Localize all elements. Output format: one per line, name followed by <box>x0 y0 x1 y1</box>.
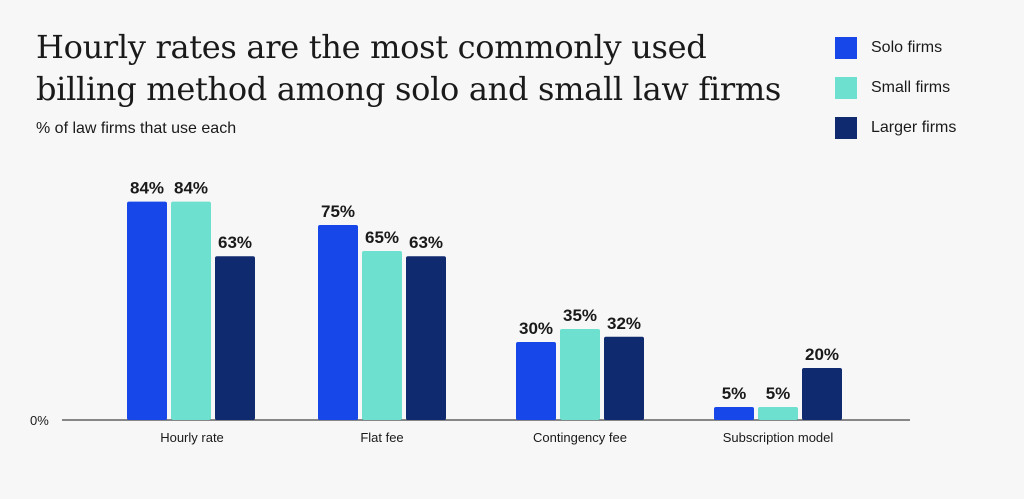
y-axis-zero-label: 0% <box>30 413 49 428</box>
chart-title-line-2: billing method among solo and small law … <box>36 70 782 108</box>
bar-hourly-rate-solo-firms <box>127 201 167 420</box>
category-label-hourly-rate: Hourly rate <box>160 430 224 445</box>
chart-title-line-1: Hourly rates are the most commonly used <box>36 28 707 66</box>
legend-label-larger-firms: Larger firms <box>871 119 957 136</box>
chart-subtitle: % of law firms that use each <box>36 120 237 137</box>
data-label-subscription-model-solo-firms: 5% <box>722 384 747 403</box>
bar-hourly-rate-larger-firms <box>215 256 255 420</box>
data-label-contingency-fee-small-firms: 35% <box>563 306 597 325</box>
data-label-hourly-rate-larger-firms: 63% <box>218 233 252 252</box>
data-label-hourly-rate-solo-firms: 84% <box>130 179 164 198</box>
data-label-contingency-fee-solo-firms: 30% <box>519 319 553 338</box>
data-label-contingency-fee-larger-firms: 32% <box>607 314 641 333</box>
chart-title: Hourly rates are the most commonly used … <box>36 26 796 110</box>
legend-item-larger-firms: Larger firms <box>835 116 956 140</box>
data-label-flat-fee-larger-firms: 63% <box>409 233 443 252</box>
legend-label-solo-firms: Solo firms <box>871 39 943 56</box>
legend-item-small-firms: Small firms <box>835 76 956 100</box>
bar-hourly-rate-small-firms <box>171 201 211 420</box>
bar-subscription-model-small-firms <box>758 407 798 420</box>
legend-item-solo-firms: Solo firms <box>835 36 956 60</box>
data-label-flat-fee-small-firms: 65% <box>365 228 399 247</box>
bar-subscription-model-larger-firms <box>802 368 842 420</box>
bar-contingency-fee-larger-firms <box>604 336 644 420</box>
bar-flat-fee-solo-firms <box>318 225 358 420</box>
legend-label-small-firms: Small firms <box>871 79 951 96</box>
bar-contingency-fee-solo-firms <box>516 342 556 420</box>
bar-flat-fee-small-firms <box>362 251 402 420</box>
legend-swatch-larger-firms <box>835 117 857 139</box>
data-label-subscription-model-small-firms: 5% <box>766 384 791 403</box>
category-label-subscription-model: Subscription model <box>723 430 834 445</box>
bar-contingency-fee-small-firms <box>560 329 600 420</box>
data-label-flat-fee-solo-firms: 75% <box>321 202 355 221</box>
legend-swatch-solo-firms <box>835 37 857 59</box>
data-label-subscription-model-larger-firms: 20% <box>805 345 839 364</box>
bar-flat-fee-larger-firms <box>406 256 446 420</box>
bar-group: 84% 84% 63% Hourly rate 75% 65% 63% Flat fee 30%… <box>127 179 842 445</box>
legend-swatch-small-firms <box>835 77 857 99</box>
category-label-contingency-fee: Contingency fee <box>533 430 627 445</box>
bar-subscription-model-solo-firms <box>714 407 754 420</box>
category-label-flat-fee: Flat fee <box>360 430 403 445</box>
legend: Solo firms Small firms Larger firms <box>835 36 956 156</box>
data-label-hourly-rate-small-firms: 84% <box>174 179 208 198</box>
